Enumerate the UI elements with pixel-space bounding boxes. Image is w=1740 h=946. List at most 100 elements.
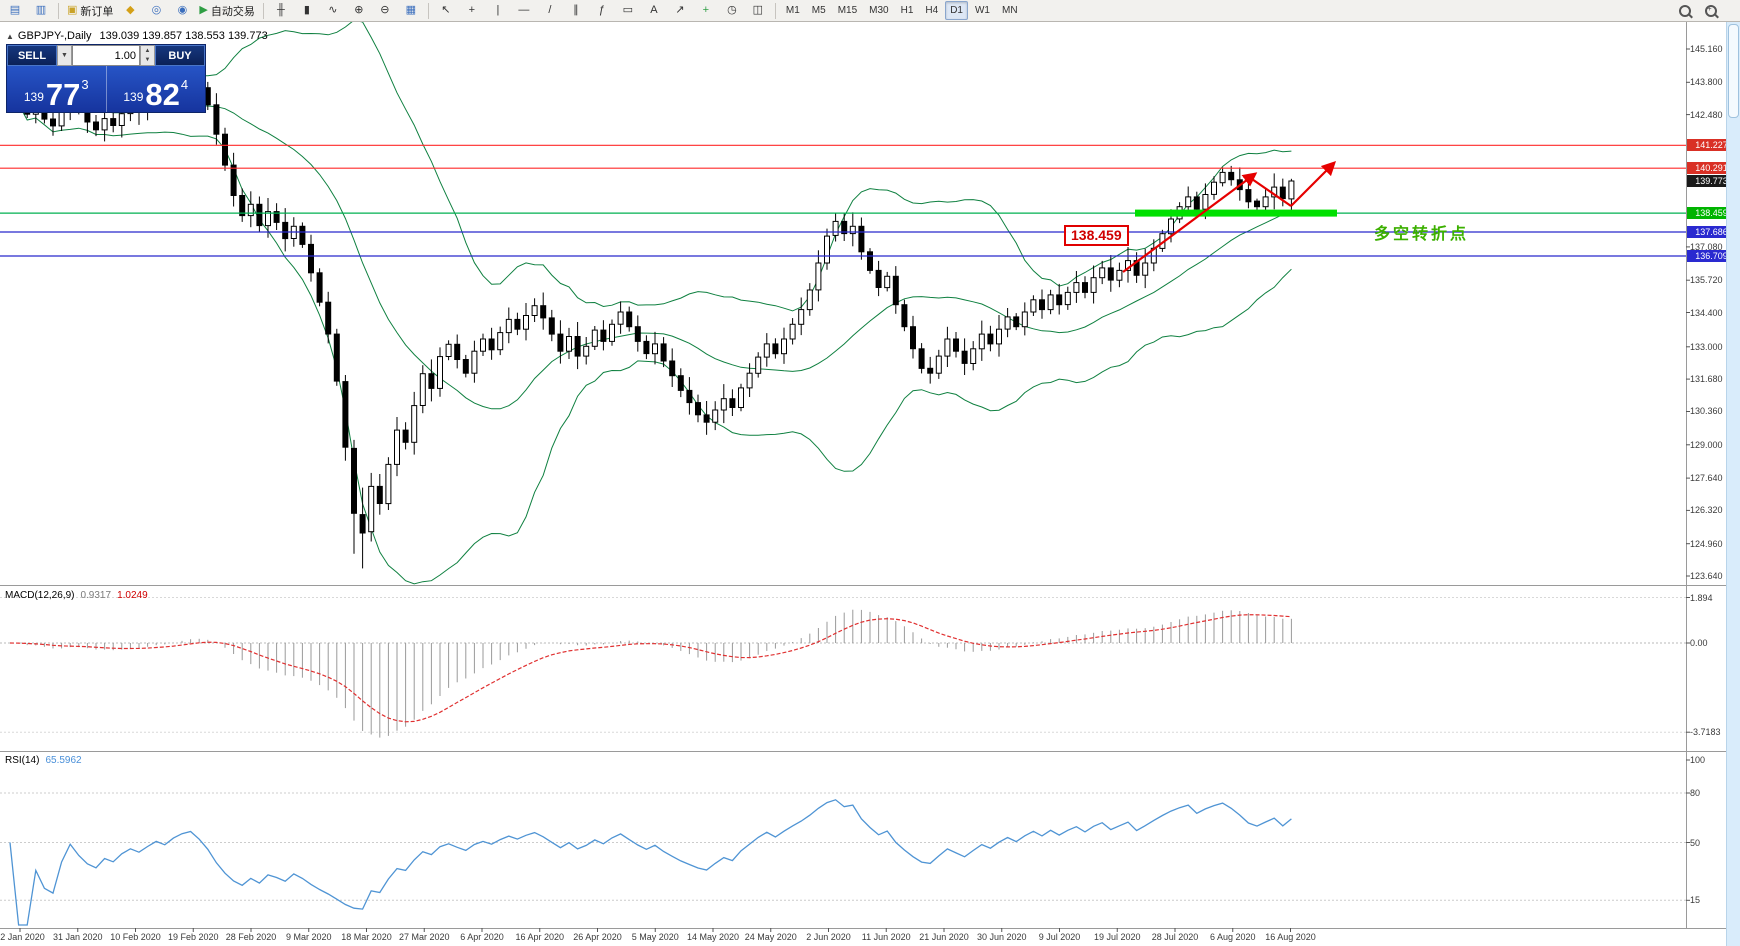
arrows-icon[interactable]: ↗ [675, 4, 685, 16]
zoom-out-icon[interactable]: ⊖ [380, 4, 390, 16]
volume-up-icon[interactable]: ▲ [144, 47, 151, 54]
charts-window-icon[interactable]: ▤ [9, 4, 21, 16]
timeframe-h1[interactable]: H1 [900, 5, 914, 16]
pivot-annotation-text[interactable]: 多空转折点 [1374, 226, 1470, 243]
templates-icon[interactable]: ◫ [752, 4, 764, 16]
timeframe-w1[interactable]: W1 [974, 5, 990, 16]
date-tick: 2 Jun 2020 [806, 932, 851, 942]
vertical-line-icon[interactable]: | [496, 4, 500, 16]
zoom-in-icon[interactable]: ⊕ [354, 4, 364, 16]
timeframe-mn[interactable]: MN [1001, 5, 1018, 16]
rsi-tick: 15 [1690, 895, 1701, 906]
trend-arrows[interactable] [1122, 160, 1337, 273]
buy-button[interactable]: BUY [155, 45, 205, 66]
date-tick: 28 Jul 2020 [1151, 932, 1199, 942]
macd-signal-value: 1.0249 [117, 590, 148, 601]
data-window-icon[interactable]: ◎ [151, 4, 162, 16]
timeframe-h4[interactable]: H4 [925, 5, 939, 16]
date-tick: 10 Feb 2020 [110, 932, 161, 942]
horizontal-line-icon[interactable]: — [518, 4, 530, 16]
rsi-value: 65.5962 [45, 755, 82, 766]
macd-tick: -3.7183 [1690, 727, 1721, 738]
cursor-icon[interactable]: ↖ [441, 4, 451, 16]
new-order-button[interactable]: ▣ 新订单 [67, 4, 114, 18]
price-tick: 124.960 [1690, 538, 1723, 549]
line-chart-type-icon[interactable]: ∿ [328, 4, 338, 16]
date-tick: 26 Apr 2020 [573, 932, 622, 942]
support-highlight-bar[interactable] [1135, 209, 1337, 217]
date-tick: 28 Feb 2020 [225, 932, 277, 942]
date-tick: 6 Aug 2020 [1209, 932, 1256, 942]
toolbar-separator [427, 2, 429, 19]
date-tick: 5 May 2020 [631, 932, 679, 942]
timeframe-m1[interactable]: M1 [785, 5, 800, 16]
vertical-scrollbar[interactable] [1726, 22, 1740, 946]
collapse-trade-panel-icon[interactable]: ▲ [6, 32, 14, 41]
price-tick: 131.680 [1690, 374, 1723, 385]
date-tick: 9 Mar 2020 [285, 932, 332, 942]
price-tick: 143.800 [1690, 77, 1723, 88]
periods-icon[interactable]: ◷ [727, 4, 737, 16]
profiles-icon[interactable]: ▥ [35, 4, 47, 16]
candlestick-type-icon[interactable]: ▮ [303, 4, 310, 16]
candles [7, 65, 1295, 569]
buy-price[interactable]: 139 82 4 [107, 66, 206, 112]
rsi-tick: 80 [1690, 788, 1701, 798]
price-tick: 137.080 [1690, 241, 1723, 252]
timeframe-m5[interactable]: M5 [811, 5, 826, 16]
price-tick: 142.480 [1690, 109, 1723, 120]
text-label-icon[interactable]: A [650, 4, 658, 16]
sell-button[interactable]: SELL [7, 45, 57, 66]
pivot-price-label[interactable]: 138.459 [1064, 225, 1129, 246]
date-tick: 27 Mar 2020 [398, 932, 450, 942]
chart-canvas[interactable]: ▲ GBPJPY-,Daily 139.039 139.857 138.553 13… [0, 22, 1740, 946]
shapes-icon[interactable]: ▭ [622, 4, 634, 16]
fibonacci-icon[interactable]: ƒ [598, 4, 605, 16]
date-tick: 14 May 2020 [686, 932, 740, 942]
tile-windows-icon[interactable]: ▦ [405, 4, 417, 16]
trendline-icon[interactable]: / [548, 4, 552, 16]
volume-input[interactable] [72, 45, 140, 66]
toolbar-separator [58, 2, 59, 19]
price-tick: 145.160 [1690, 44, 1723, 54]
bar-chart-type-icon[interactable]: ╫ [276, 4, 285, 16]
sell-price[interactable]: 139 77 3 [7, 66, 106, 112]
timeframe-m30[interactable]: M30 [869, 5, 889, 16]
chart-header: ▲ GBPJPY-,Daily 139.039 139.857 138.553 13… [6, 30, 268, 42]
timeframe-d1[interactable]: D1 [945, 1, 968, 20]
scrollbar-thumb[interactable] [1728, 24, 1739, 118]
search-symbol-icon[interactable] [1673, 1, 1697, 21]
navigator-icon[interactable]: ◉ [177, 4, 188, 16]
market-watch-icon[interactable]: ◆ [126, 4, 135, 16]
buy-price-prefix: 139 [123, 90, 144, 104]
macd-tick: 1.894 [1690, 592, 1713, 603]
price-level-label: 138.459 [1687, 207, 1736, 220]
volume-dropdown-icon[interactable]: ▼ [57, 45, 72, 66]
price-tick: 130.360 [1690, 406, 1723, 417]
autotrade-button[interactable]: ▶ 自动交易 [199, 4, 255, 18]
channel-icon[interactable]: ∥ [573, 4, 579, 16]
timeframe-m15[interactable]: M15 [837, 5, 858, 16]
date-tick: 19 Feb 2020 [167, 932, 219, 942]
buy-price-big: 82 [145, 76, 180, 112]
volume-down-icon[interactable]: ▼ [144, 57, 151, 64]
price-tick: 133.000 [1690, 341, 1723, 352]
crosshair-icon[interactable]: + [468, 4, 476, 16]
buy-price-sup: 4 [180, 77, 189, 92]
date-tick: 11 Jun 2020 [861, 932, 911, 942]
macd-value: 0.9317 [80, 590, 112, 601]
price-level-label: 139.773 [1687, 174, 1736, 187]
volume-stepper[interactable]: ▲ ▼ [140, 45, 155, 66]
date-tick: 18 Mar 2020 [341, 932, 392, 942]
date-tick: 24 May 2020 [744, 932, 797, 942]
sell-price-sup: 3 [81, 77, 89, 92]
indicators-icon[interactable]: + [702, 4, 710, 16]
price-level-label: 140.291 [1687, 162, 1736, 175]
date-tick: 16 Apr 2020 [515, 932, 565, 942]
sell-price-prefix: 139 [23, 90, 44, 104]
one-click-trade-panel: SELL ▼ ▲▼ BUY 139 77 3 139 82 4 [6, 44, 206, 113]
search-add-icon[interactable] [1699, 1, 1723, 21]
macd-label: MACD(12,26,9) 0.9317 1.0249 [5, 590, 148, 601]
ohlc-values: 139.039 139.857 138.553 139.773 [99, 30, 268, 42]
